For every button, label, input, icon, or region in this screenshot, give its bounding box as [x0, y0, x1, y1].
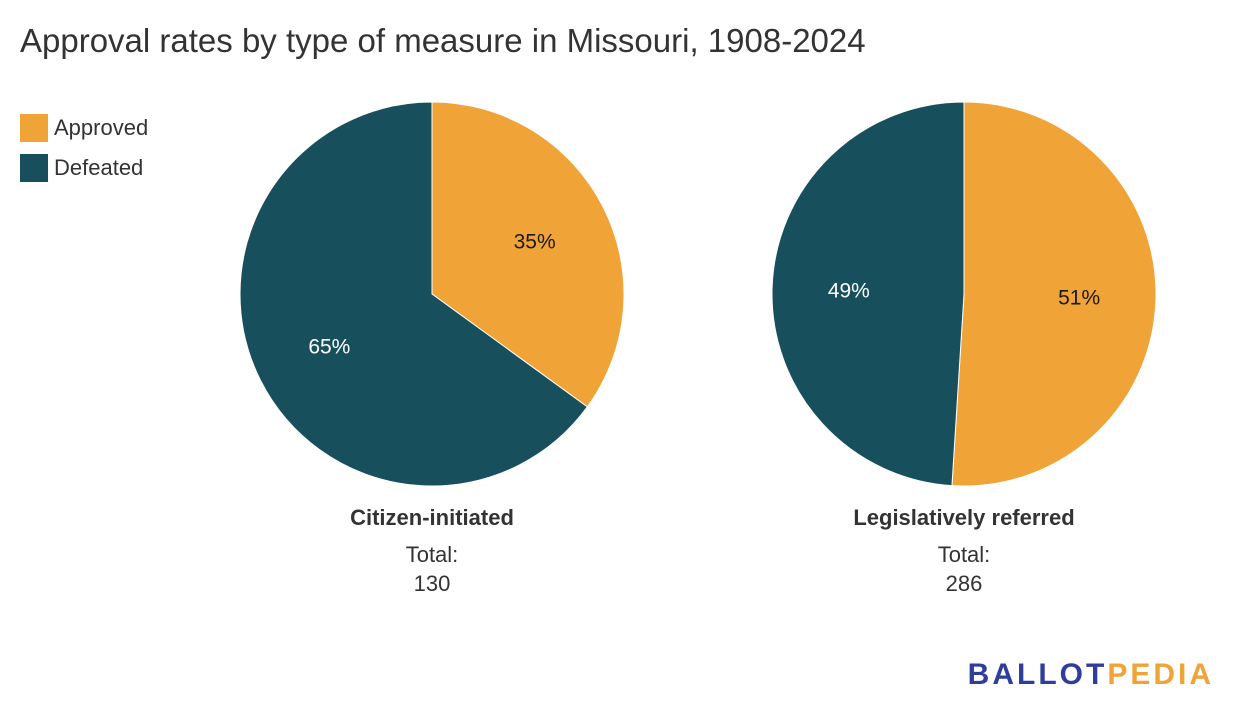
- total-label-legislatively-referred: Total:: [938, 542, 991, 567]
- legend-item-defeated: Defeated: [20, 154, 148, 182]
- logo-ballot-text: BALLOT: [967, 658, 1108, 691]
- pie-label-citizen-initiated-approved: 35%: [514, 231, 556, 254]
- logo-pedia-text: PEDIA: [1107, 658, 1214, 691]
- legend-item-approved: Approved: [20, 114, 148, 142]
- legend-label-approved: Approved: [54, 115, 149, 140]
- chart-name-citizen-initiated: Citizen-initiated: [350, 505, 514, 530]
- pie-slice-citizen-initiated-defeated: [239, 101, 589, 487]
- pie-slice-citizen-initiated-approved: [431, 101, 625, 408]
- total-value-legislatively-referred: 286: [946, 571, 983, 596]
- legend-swatch-defeated: [20, 154, 48, 182]
- pie-slice-legislatively-referred-approved: [951, 101, 1157, 487]
- pie-label-legislatively-referred-approved: 51%: [1058, 287, 1100, 310]
- pie-label-citizen-initiated-defeated: 65%: [308, 335, 350, 358]
- pie-slice-legislatively-referred-defeated: [771, 101, 965, 487]
- total-value-citizen-initiated: 130: [414, 571, 451, 596]
- legend-swatch-approved: [20, 114, 48, 142]
- chart-title: Approval rates by type of measure in Mis…: [20, 22, 866, 59]
- chart-name-legislatively-referred: Legislatively referred: [853, 505, 1074, 530]
- pie-label-legislatively-referred-defeated: 49%: [828, 279, 870, 302]
- legend-label-defeated: Defeated: [54, 155, 144, 180]
- total-label-citizen-initiated: Total:: [406, 542, 459, 567]
- ballotpedia-logo: BALLOTPEDIA: [968, 658, 1214, 692]
- legend: Approved Defeated: [20, 114, 148, 194]
